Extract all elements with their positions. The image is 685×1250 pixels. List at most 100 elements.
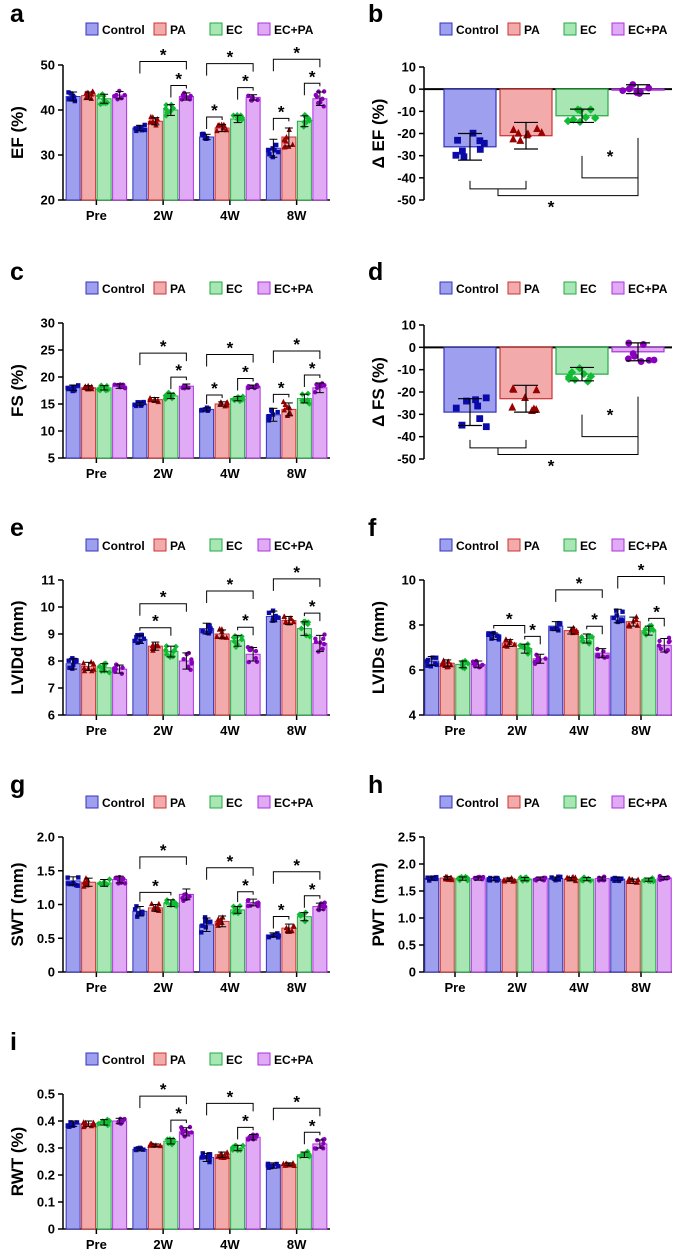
legend-swatch-ec-pa	[611, 22, 625, 36]
data-point	[657, 877, 663, 882]
data-point	[321, 104, 326, 109]
data-point	[532, 385, 541, 394]
significance-bracket	[139, 856, 187, 869]
data-point	[239, 1142, 246, 1149]
y-axis-label: Δ FS (%)	[369, 357, 388, 427]
data-point	[486, 877, 491, 883]
data-point	[270, 618, 275, 623]
y-axis-label: EF (%)	[8, 106, 27, 159]
significance-bracket	[237, 626, 254, 636]
data-point	[445, 876, 451, 882]
y-axis-label: SWT (mm)	[8, 862, 27, 946]
legend-label: EC+PA	[274, 23, 314, 37]
y-tick-label: -30	[397, 407, 416, 422]
bar	[610, 615, 626, 716]
significance-bracket	[237, 377, 254, 391]
legend: Control PA EC EC+PA	[85, 281, 314, 296]
legend-swatch-ec-pa	[611, 281, 625, 295]
significance-bracket	[469, 180, 527, 190]
y-tick-label: 0	[48, 965, 55, 980]
data-point	[229, 1146, 236, 1153]
significance-star: *	[506, 610, 513, 629]
legend-swatch-pa	[507, 281, 521, 295]
legend-swatch-ec	[209, 281, 223, 295]
legend-swatch-ec	[209, 538, 223, 552]
data-point	[208, 919, 213, 924]
data-point	[486, 631, 491, 636]
data-point	[66, 386, 71, 392]
data-point	[611, 615, 616, 621]
x-tick-label: 4W	[220, 1237, 240, 1250]
data-point	[66, 658, 71, 663]
data-point	[570, 625, 577, 631]
x-tick-label: 2W	[153, 208, 173, 223]
chart-panel-e: e Control PA EC EC+PA 6 7 8 9 10 11 LVIDd (mm) Pre 2W…	[8, 514, 330, 738]
data-point	[187, 1124, 193, 1130]
bar	[112, 385, 128, 459]
data-point	[74, 659, 79, 664]
data-point	[322, 383, 327, 388]
legend-swatch-ec	[563, 281, 577, 295]
legend-label: EC+PA	[274, 539, 314, 553]
significance-bracket	[206, 1102, 254, 1116]
bar	[296, 1154, 312, 1230]
bar	[214, 1154, 230, 1230]
bar	[548, 625, 564, 716]
data-point	[425, 663, 430, 668]
data-point	[203, 925, 208, 930]
data-point	[564, 874, 570, 880]
bar	[112, 1120, 128, 1230]
data-point	[614, 608, 619, 613]
bar	[132, 638, 148, 716]
bar	[548, 878, 564, 973]
significance-star: *	[175, 1104, 182, 1123]
data-point	[521, 393, 529, 402]
data-point	[508, 402, 517, 411]
bar	[245, 386, 261, 459]
bar	[132, 127, 148, 201]
significance-bracket	[617, 576, 665, 589]
bar	[312, 387, 328, 459]
legend-label: EC+PA	[628, 23, 668, 37]
bar	[281, 620, 297, 716]
data-point	[265, 1161, 271, 1167]
significance-star: *	[152, 876, 159, 895]
data-point	[280, 398, 287, 405]
significance-bracket	[272, 58, 321, 72]
data-point	[666, 639, 672, 645]
legend-label: PA	[170, 23, 186, 37]
bar	[594, 652, 610, 716]
bar	[163, 1140, 179, 1230]
data-point	[512, 877, 518, 883]
legend-label: Control	[102, 23, 145, 37]
y-tick-label: 0.1	[37, 1195, 55, 1210]
significance-bracket	[139, 603, 187, 616]
significance-bracket	[497, 436, 639, 456]
data-point	[549, 626, 555, 632]
bar	[147, 399, 163, 459]
data-point	[535, 655, 541, 660]
bar	[245, 96, 261, 201]
bar	[625, 880, 641, 973]
data-point	[199, 1155, 204, 1160]
data-point	[269, 408, 275, 414]
legend-label: PA	[524, 282, 540, 296]
data-point	[80, 659, 87, 666]
significance-star: *	[175, 69, 182, 88]
data-point	[81, 879, 88, 885]
significance-star: *	[227, 1087, 234, 1106]
data-point	[312, 389, 318, 395]
data-point	[266, 1165, 272, 1170]
significance-star: *	[160, 45, 167, 64]
significance-star: *	[211, 101, 218, 120]
bar	[265, 1165, 281, 1230]
data-point	[297, 912, 304, 919]
legend-label: EC	[226, 796, 243, 810]
chart-panel-i: i Control PA EC EC+PA 0 0.1 0.2 0.3 0.4 0.5 RWT (%)…	[8, 1028, 330, 1250]
data-point	[224, 1149, 230, 1155]
data-point	[273, 142, 278, 148]
legend-label: EC	[580, 796, 597, 810]
legend-swatch-pa	[153, 795, 167, 809]
significance-star: *	[160, 841, 167, 860]
data-point	[133, 1146, 138, 1152]
